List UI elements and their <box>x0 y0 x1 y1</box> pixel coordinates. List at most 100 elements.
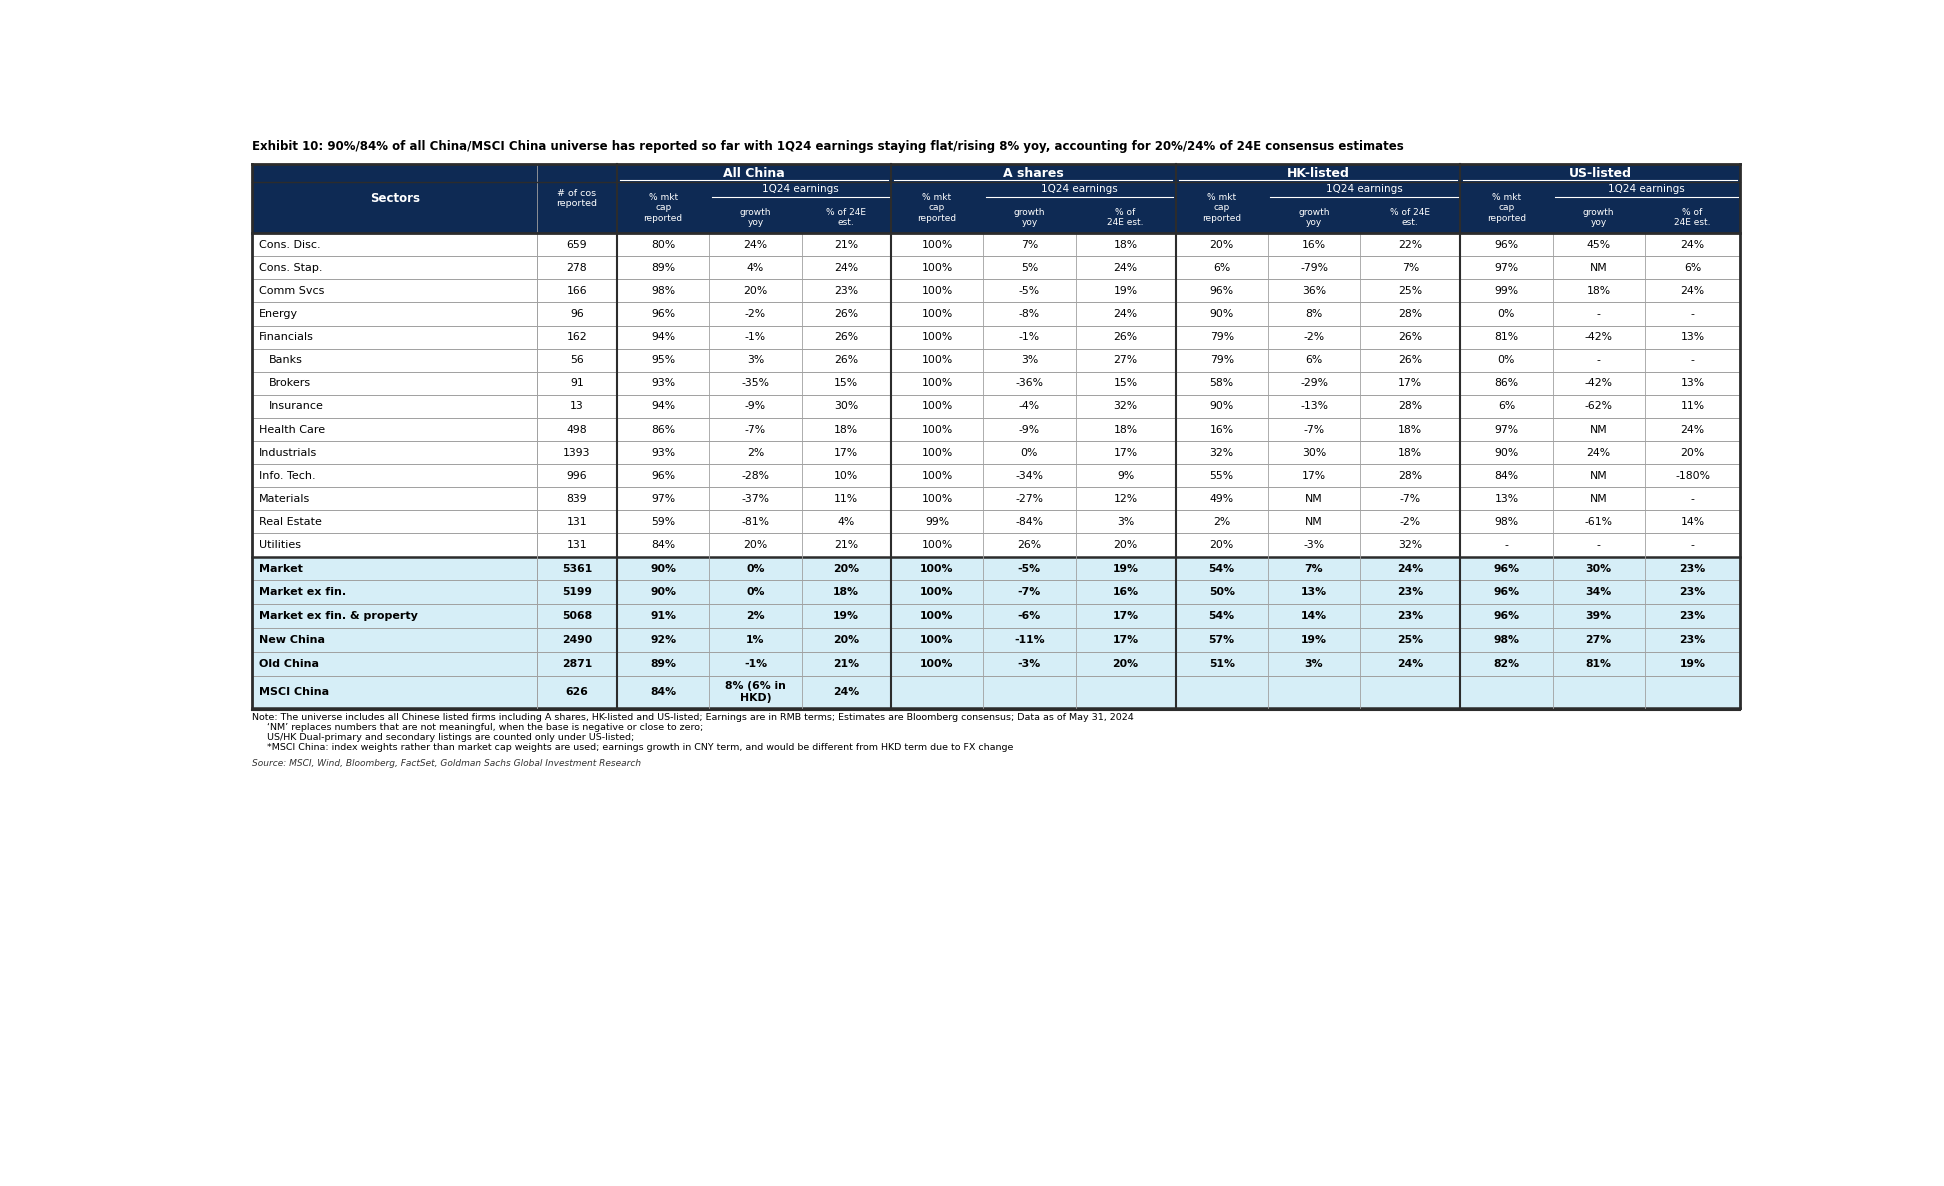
Text: 23%: 23% <box>1398 611 1423 621</box>
Bar <box>253 256 1740 280</box>
Text: 2490: 2490 <box>562 636 593 645</box>
Text: 21%: 21% <box>834 659 859 669</box>
Text: 1Q24 earnings: 1Q24 earnings <box>762 184 838 195</box>
Text: 90%: 90% <box>649 563 677 574</box>
Bar <box>253 417 1740 441</box>
Text: 23%: 23% <box>1680 587 1705 598</box>
Text: 3%: 3% <box>1118 517 1133 527</box>
Bar <box>616 183 710 234</box>
Text: -37%: -37% <box>741 493 770 504</box>
Text: 2871: 2871 <box>562 659 593 669</box>
Text: 50%: 50% <box>1209 587 1234 598</box>
Text: HK-listed: HK-listed <box>1287 166 1349 179</box>
Text: 100%: 100% <box>921 401 953 412</box>
Text: 1393: 1393 <box>564 447 591 458</box>
Text: 100%: 100% <box>921 332 953 342</box>
Text: Health Care: Health Care <box>259 425 325 434</box>
Text: % mkt
cap
reported: % mkt cap reported <box>1487 213 1526 243</box>
Text: 96%: 96% <box>1493 563 1520 574</box>
Text: % mkt
cap
reported: % mkt cap reported <box>918 213 956 243</box>
Text: 16%: 16% <box>1112 587 1139 598</box>
Text: % mkt
cap
reported: % mkt cap reported <box>643 193 682 223</box>
Text: 17%: 17% <box>1302 471 1326 480</box>
Text: -36%: -36% <box>1015 378 1044 388</box>
Bar <box>253 580 1740 605</box>
Text: 100%: 100% <box>920 636 955 645</box>
Text: -: - <box>1596 356 1600 365</box>
Text: 20%: 20% <box>1209 240 1234 250</box>
Text: 26%: 26% <box>1017 540 1042 550</box>
Text: 24%: 24% <box>834 687 859 697</box>
Text: 18%: 18% <box>1114 425 1137 434</box>
Text: 498: 498 <box>566 425 587 434</box>
Text: 24%: 24% <box>1680 240 1705 250</box>
Text: 32%: 32% <box>1209 447 1234 458</box>
Text: 2%: 2% <box>1213 517 1231 527</box>
Text: 30%: 30% <box>1302 447 1326 458</box>
Text: % mkt
cap
reported: % mkt cap reported <box>643 213 682 243</box>
Text: 13%: 13% <box>1680 332 1705 342</box>
Text: 57%: 57% <box>1209 636 1234 645</box>
Text: Cons. Stap.: Cons. Stap. <box>259 263 323 273</box>
Text: 3%: 3% <box>1021 356 1038 365</box>
Text: Source: MSCI, Wind, Bloomberg, FactSet, Goldman Sachs Global Investment Research: Source: MSCI, Wind, Bloomberg, FactSet, … <box>253 759 642 769</box>
Text: 26%: 26% <box>834 356 859 365</box>
Text: 55%: 55% <box>1209 471 1234 480</box>
Text: -7%: -7% <box>1304 425 1324 434</box>
Text: 6%: 6% <box>1497 401 1514 412</box>
Text: 23%: 23% <box>834 286 859 296</box>
Text: 100%: 100% <box>921 310 953 319</box>
Text: 13: 13 <box>570 401 583 412</box>
Text: Note: The universe includes all Chinese listed firms including A shares, HK-list: Note: The universe includes all Chinese … <box>253 713 1133 722</box>
Text: 94%: 94% <box>651 401 675 412</box>
Text: 91: 91 <box>570 378 583 388</box>
Text: 3%: 3% <box>1304 659 1324 669</box>
Text: 20%: 20% <box>743 540 768 550</box>
Text: 96%: 96% <box>1495 240 1518 250</box>
Text: 996: 996 <box>566 471 587 480</box>
Bar <box>253 556 1740 580</box>
Text: 59%: 59% <box>651 517 675 527</box>
Text: 19%: 19% <box>1112 563 1139 574</box>
Text: 23%: 23% <box>1680 636 1705 645</box>
Text: 34%: 34% <box>1586 587 1612 598</box>
Text: NM: NM <box>1590 493 1608 504</box>
Text: -2%: -2% <box>1304 332 1324 342</box>
Text: 7%: 7% <box>1402 263 1419 273</box>
Text: 17%: 17% <box>834 447 859 458</box>
Text: -7%: -7% <box>745 425 766 434</box>
Text: 0%: 0% <box>1497 310 1514 319</box>
Text: Info. Tech.: Info. Tech. <box>259 471 315 480</box>
Text: 32%: 32% <box>1114 401 1137 412</box>
Text: 96%: 96% <box>1493 611 1520 621</box>
Text: NM: NM <box>1590 425 1608 434</box>
Text: 82%: 82% <box>1493 659 1520 669</box>
Text: % mkt
cap
reported: % mkt cap reported <box>918 203 956 232</box>
Text: 96%: 96% <box>1209 286 1234 296</box>
Bar <box>253 349 1740 371</box>
Text: 100%: 100% <box>921 493 953 504</box>
Text: -: - <box>1596 310 1600 319</box>
Text: NM: NM <box>1304 493 1324 504</box>
Text: 24%: 24% <box>1680 425 1705 434</box>
Text: -42%: -42% <box>1584 378 1614 388</box>
Text: growth
yoy: growth yoy <box>1013 208 1046 228</box>
Bar <box>253 280 1740 302</box>
Text: -5%: -5% <box>1019 563 1040 574</box>
Text: 5361: 5361 <box>562 563 593 574</box>
Text: 91%: 91% <box>649 611 677 621</box>
Text: 25%: 25% <box>1398 286 1423 296</box>
Bar <box>253 605 1740 629</box>
Text: 99%: 99% <box>1495 286 1518 296</box>
Text: 11%: 11% <box>834 493 859 504</box>
Text: 0%: 0% <box>746 587 764 598</box>
Text: 3%: 3% <box>746 356 764 365</box>
Text: 84%: 84% <box>1495 471 1518 480</box>
Text: -5%: -5% <box>1019 286 1040 296</box>
Text: -1%: -1% <box>1019 332 1040 342</box>
Text: 30%: 30% <box>1586 563 1612 574</box>
Bar <box>253 441 1740 464</box>
Text: 79%: 79% <box>1209 332 1234 342</box>
Text: growth
yoy: growth yoy <box>1582 208 1614 228</box>
Text: Banks: Banks <box>270 356 303 365</box>
